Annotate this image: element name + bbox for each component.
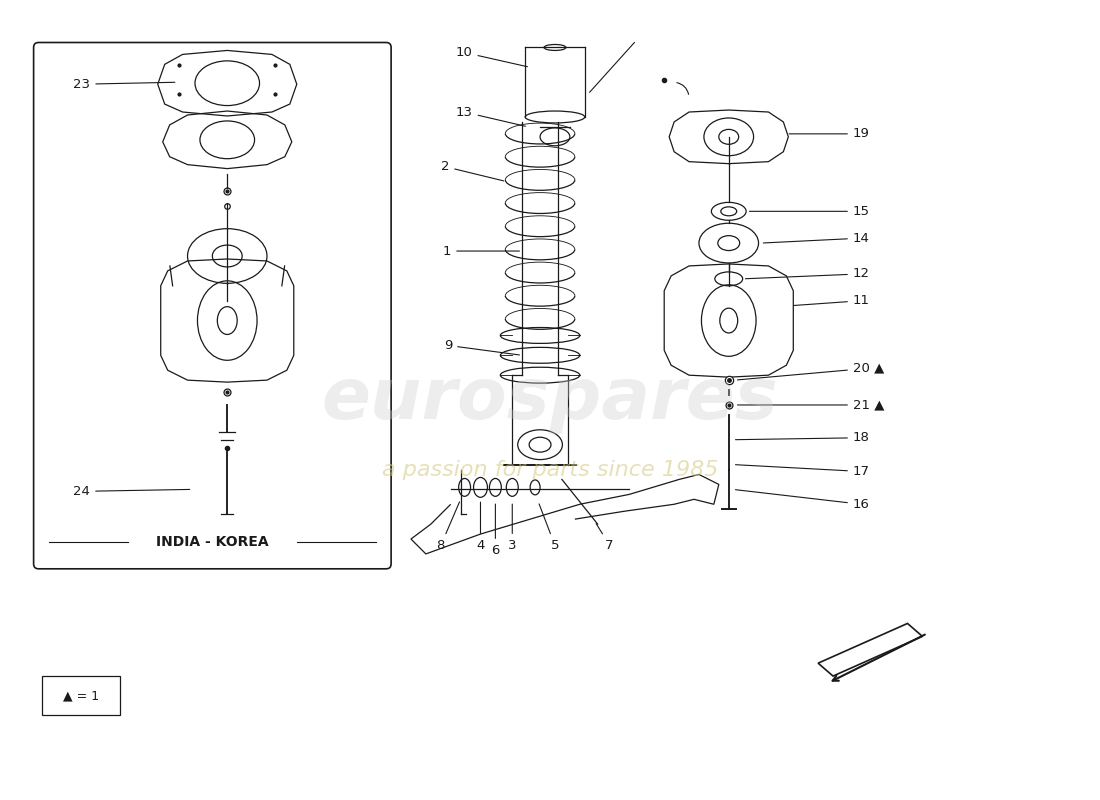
Text: 15: 15 [749,205,870,218]
Text: INDIA - KOREA: INDIA - KOREA [156,535,268,549]
FancyBboxPatch shape [34,42,392,569]
Text: 10: 10 [455,46,527,66]
Text: a passion for parts since 1985: a passion for parts since 1985 [382,459,718,479]
Text: 8: 8 [437,502,460,552]
Text: 24: 24 [74,485,189,498]
Text: 9: 9 [443,339,519,355]
Text: 19: 19 [789,127,870,140]
Text: 11: 11 [794,294,870,307]
Text: 7: 7 [596,523,614,552]
Text: 6: 6 [492,504,499,557]
Text: eurospares: eurospares [321,366,779,434]
Text: 12: 12 [746,267,870,280]
Text: 18: 18 [736,431,870,444]
Text: 13: 13 [455,106,526,126]
Text: ▲ = 1: ▲ = 1 [63,689,99,702]
FancyBboxPatch shape [42,676,120,714]
Text: 5: 5 [539,504,559,552]
Text: 14: 14 [763,232,870,245]
Text: 1: 1 [442,245,519,258]
Text: 23: 23 [74,78,175,90]
Text: 21 ▲: 21 ▲ [737,398,884,411]
Text: 20 ▲: 20 ▲ [737,362,884,380]
Text: 4: 4 [476,502,485,552]
Text: 16: 16 [736,490,870,510]
Text: 3: 3 [508,504,517,552]
Text: 17: 17 [736,465,870,478]
Text: 2: 2 [441,160,504,181]
